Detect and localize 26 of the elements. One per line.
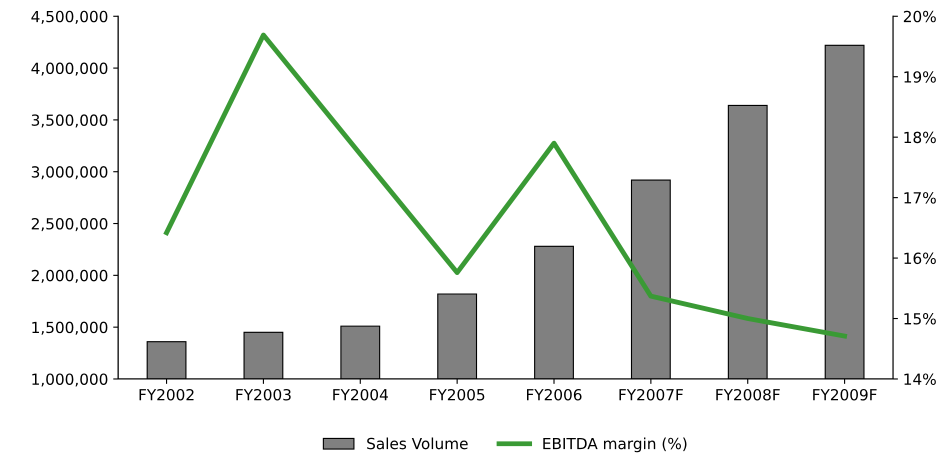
y2-tick-label: 14%: [904, 373, 936, 385]
y2-tick-label: 20%: [904, 10, 936, 22]
y-tick-label: 4,000,000: [31, 62, 108, 76]
x-tick-label: FY2006: [527, 388, 582, 401]
y2-tick-label: 15%: [904, 312, 936, 325]
x-tick-label: FY2009F: [813, 388, 877, 401]
x-tick-label: FY2004: [333, 388, 388, 401]
legend-label: EBITDA margin (%): [543, 437, 686, 452]
y-tick-label: 1,500,000: [32, 322, 108, 335]
y2-tick-label: 16%: [904, 252, 936, 264]
y-tick-label: 2,000,000: [32, 270, 108, 283]
y2-tick-label: 17%: [904, 192, 936, 204]
y-tick-label: 3,500,000: [32, 114, 108, 128]
x-tick-label: FY2003: [236, 388, 291, 401]
y-tick-label: 2,500,000: [32, 218, 108, 232]
y-tick-label: 4,500,000: [31, 10, 108, 24]
line-series: [164, 32, 848, 338]
y-tick-label: 1,000,000: [32, 373, 108, 387]
y-tick-label: 3,000,000: [32, 166, 108, 180]
x-tick-label: FY2002: [140, 388, 194, 401]
y2-tick-label: 19%: [904, 71, 936, 83]
y2-tick-label: 18%: [904, 132, 936, 144]
legend-label: Sales Volume: [367, 437, 468, 450]
x-tick-label: FY2008F: [716, 388, 780, 401]
x-tick-label: FY2005: [430, 388, 484, 401]
x-tick-label: FY2007F: [619, 388, 683, 401]
